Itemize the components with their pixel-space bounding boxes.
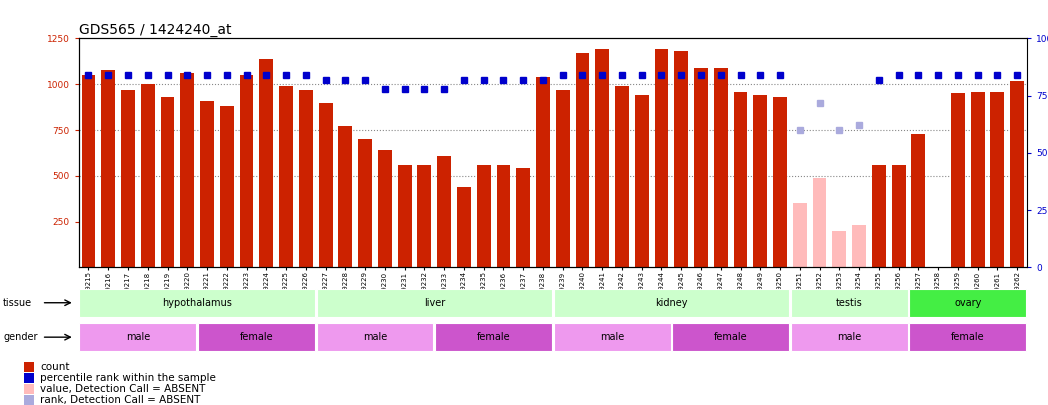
Bar: [316, 323, 434, 351]
Bar: [910, 289, 1026, 317]
Bar: [951, 94, 965, 267]
Bar: [990, 92, 1004, 267]
Bar: [80, 323, 196, 351]
Text: male: male: [599, 332, 625, 342]
Bar: [852, 225, 866, 267]
Bar: [316, 289, 552, 317]
Bar: [417, 165, 432, 267]
Text: count: count: [40, 362, 69, 372]
Bar: [595, 49, 609, 267]
Text: male: male: [363, 332, 387, 342]
Bar: [477, 165, 490, 267]
Bar: [497, 165, 510, 267]
Bar: [555, 90, 570, 267]
Bar: [279, 86, 293, 267]
Bar: [553, 289, 789, 317]
Text: female: female: [477, 332, 510, 342]
Bar: [872, 165, 886, 267]
Text: value, Detection Call = ABSENT: value, Detection Call = ABSENT: [40, 384, 205, 394]
Bar: [773, 97, 787, 267]
Bar: [140, 84, 155, 267]
Text: ovary: ovary: [954, 298, 981, 308]
Bar: [714, 68, 727, 267]
Bar: [378, 150, 392, 267]
Bar: [260, 59, 274, 267]
Text: GDS565 / 1424240_at: GDS565 / 1424240_at: [79, 23, 232, 37]
Bar: [575, 53, 589, 267]
Bar: [358, 139, 372, 267]
Bar: [160, 97, 174, 267]
Bar: [635, 95, 649, 267]
Text: male: male: [837, 332, 861, 342]
Bar: [793, 203, 807, 267]
Bar: [437, 156, 451, 267]
Bar: [82, 75, 95, 267]
Bar: [912, 134, 925, 267]
Bar: [24, 395, 35, 405]
Bar: [832, 231, 846, 267]
Text: female: female: [951, 332, 984, 342]
Text: kidney: kidney: [655, 298, 687, 308]
Bar: [812, 178, 827, 267]
Bar: [24, 384, 35, 394]
Bar: [319, 102, 332, 267]
Bar: [122, 90, 135, 267]
Text: rank, Detection Call = ABSENT: rank, Detection Call = ABSENT: [40, 395, 200, 405]
Text: tissue: tissue: [3, 298, 32, 307]
Bar: [198, 323, 314, 351]
Bar: [694, 68, 708, 267]
Bar: [615, 86, 629, 267]
Bar: [1010, 81, 1024, 267]
Bar: [240, 75, 254, 267]
Text: female: female: [240, 332, 274, 342]
Bar: [24, 362, 35, 372]
Bar: [734, 92, 747, 267]
Bar: [892, 165, 905, 267]
Bar: [553, 323, 671, 351]
Bar: [220, 106, 234, 267]
Bar: [200, 101, 214, 267]
Text: gender: gender: [3, 332, 38, 342]
Bar: [970, 92, 984, 267]
Bar: [299, 90, 312, 267]
Bar: [672, 323, 789, 351]
Bar: [655, 49, 669, 267]
Text: female: female: [714, 332, 747, 342]
Bar: [791, 323, 908, 351]
Bar: [791, 289, 908, 317]
Text: liver: liver: [423, 298, 445, 308]
Bar: [397, 165, 412, 267]
Bar: [102, 70, 115, 267]
Bar: [517, 168, 530, 267]
Text: male: male: [126, 332, 150, 342]
Bar: [910, 323, 1026, 351]
Bar: [180, 73, 194, 267]
Bar: [457, 187, 471, 267]
Text: percentile rank within the sample: percentile rank within the sample: [40, 373, 216, 383]
Bar: [339, 126, 352, 267]
Bar: [24, 373, 35, 383]
Bar: [674, 51, 689, 267]
Bar: [754, 95, 767, 267]
Bar: [80, 289, 314, 317]
Text: hypothalamus: hypothalamus: [162, 298, 232, 308]
Bar: [435, 323, 552, 351]
Text: testis: testis: [836, 298, 863, 308]
Bar: [536, 77, 550, 267]
